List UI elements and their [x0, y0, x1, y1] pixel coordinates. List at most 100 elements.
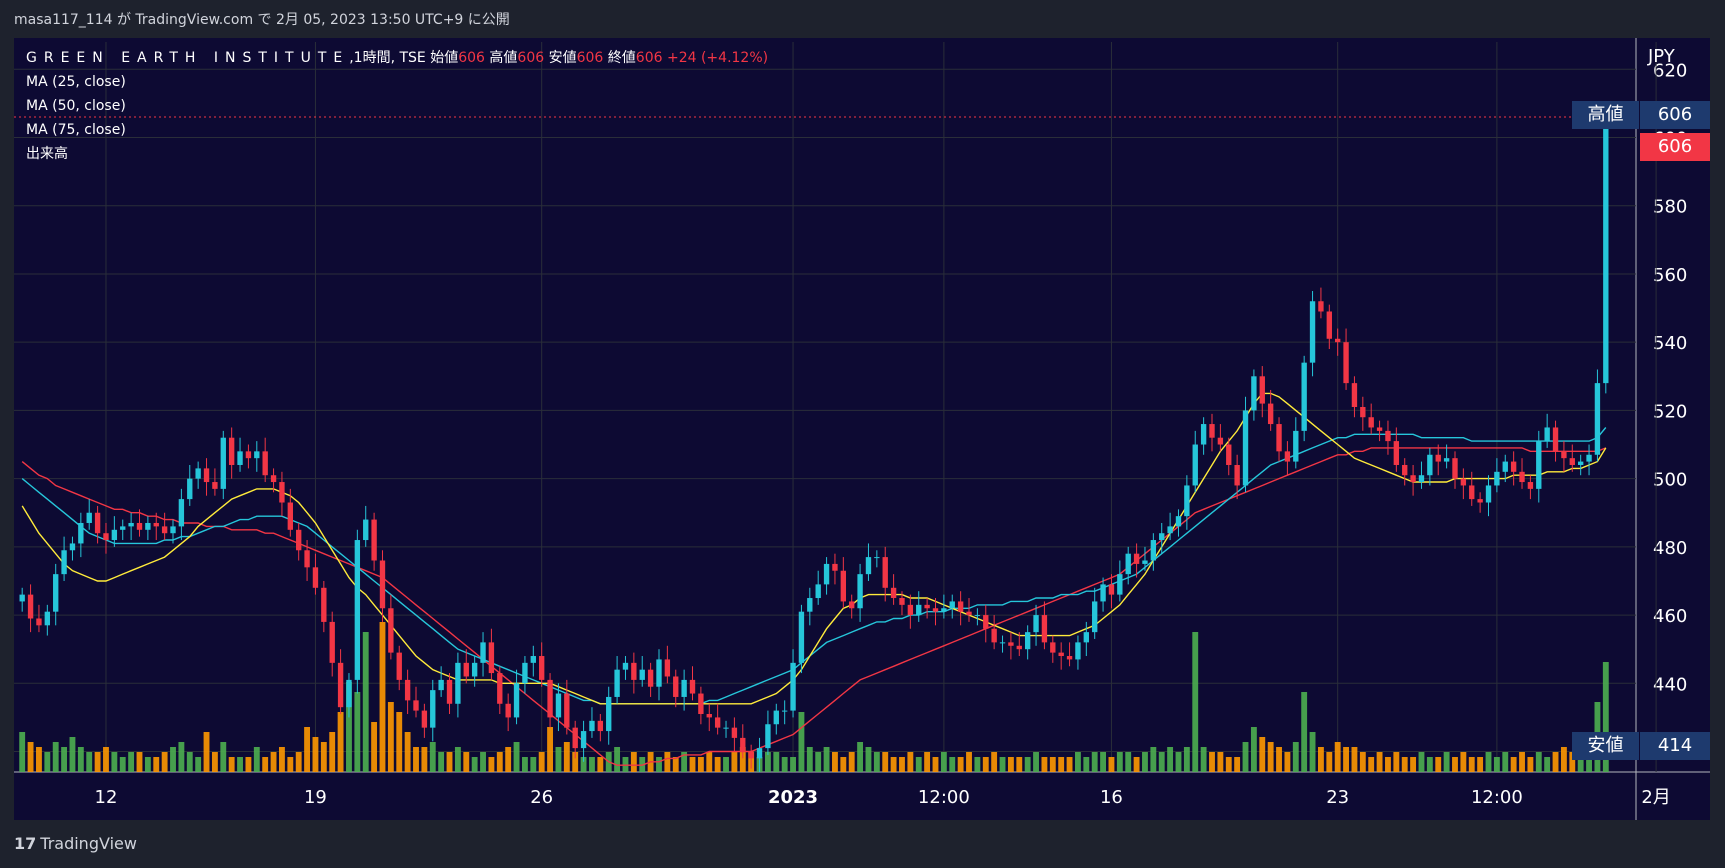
price-chart[interactable]: 4204404604805005205405605806006201219262… [0, 38, 1725, 820]
volume-bar [1452, 757, 1458, 772]
x-tick-label: 2023 [768, 787, 818, 808]
volume-bar [438, 752, 445, 772]
candle-body [337, 662, 344, 708]
footer-brand[interactable]: 𝟭𝟳 TradingView [14, 834, 137, 853]
candle-body [145, 522, 151, 530]
candle-body [203, 468, 210, 483]
candle-body [1586, 454, 1592, 462]
candle-body [69, 543, 76, 551]
candle-body [471, 662, 478, 677]
volume-bar [530, 757, 537, 772]
candle-body [1016, 645, 1022, 650]
candle-body [413, 700, 419, 711]
candle-body [999, 642, 1006, 644]
volume-bar [1602, 662, 1609, 772]
candle-body [1536, 441, 1542, 489]
candle-body [1552, 427, 1559, 452]
candle-body [212, 482, 218, 489]
indicator-ma25[interactable]: MA (25, close) [26, 74, 126, 90]
volume-bar [1033, 752, 1039, 772]
candle-body [94, 512, 101, 534]
candle-body [480, 642, 486, 663]
candle-body [1234, 464, 1240, 486]
currency-label[interactable]: JPY [1648, 46, 1675, 67]
volume-bar [513, 742, 520, 772]
volume-bar [69, 737, 76, 772]
low-tag-label: 安値 [1572, 732, 1639, 760]
indicator-ma75[interactable]: MA (75, close) [26, 122, 126, 138]
indicator-volume[interactable]: 出来高 [26, 146, 68, 162]
candle-body [513, 683, 520, 718]
volume-bar [211, 752, 218, 772]
volume-bar [873, 752, 880, 772]
candle-body [1519, 471, 1525, 483]
volume-bar [1091, 752, 1098, 772]
candle-body [170, 526, 176, 534]
volume-bar [1535, 752, 1542, 772]
candle-body [1117, 574, 1123, 595]
candle-body [78, 522, 84, 544]
candle-body [890, 587, 897, 599]
volume-bar [589, 757, 595, 772]
candle-body [497, 673, 503, 704]
symbol-name[interactable]: GREEN EARTH INSTITUTE [26, 50, 350, 66]
candle-body [371, 519, 377, 561]
candle-body [580, 731, 587, 749]
volume-bar [1477, 757, 1484, 772]
candle-body [689, 679, 696, 694]
volume-bar [1485, 752, 1492, 772]
chart-legend: GREEN EARTH INSTITUTE,1時間, TSE 始値606 高値6… [26, 46, 768, 166]
volume-bar [580, 757, 587, 772]
volume-bar [1066, 757, 1073, 772]
candle-body [1368, 417, 1374, 428]
chart-frame[interactable]: 4204404604805005205405605806006201219262… [0, 38, 1725, 820]
candle-body [949, 601, 955, 609]
volume-bar [446, 752, 453, 772]
candle-body [1343, 342, 1349, 384]
volume-bar [421, 747, 428, 772]
volume-bar [178, 742, 185, 772]
volume-bar [304, 727, 311, 772]
volume-bar [86, 752, 93, 772]
candle-body [849, 601, 855, 609]
volume-bar [915, 757, 922, 772]
volume-bar [488, 757, 495, 772]
volume-bar [1225, 757, 1232, 772]
volume-bar [1326, 752, 1333, 772]
low-value: 606 [576, 50, 604, 66]
volume-bar [840, 757, 847, 772]
volume-bar [413, 747, 419, 772]
candle-body [1267, 403, 1274, 425]
candle-body [1024, 632, 1031, 650]
volume-bar [672, 757, 679, 772]
indicator-ma50[interactable]: MA (50, close) [26, 98, 126, 114]
candle-body [1510, 461, 1517, 472]
candle-body [1100, 584, 1106, 602]
volume-bar [1410, 757, 1417, 772]
candle-body [1385, 430, 1391, 442]
volume-bar [798, 712, 805, 772]
candle-body [1544, 427, 1550, 442]
candle-body [991, 628, 997, 643]
candle-body [321, 587, 327, 622]
volume-bar [329, 732, 336, 772]
y-tick-label: 580 [1653, 197, 1687, 218]
volume-bar [656, 757, 662, 772]
volume-bar [1108, 757, 1115, 772]
volume-bar [1183, 747, 1190, 772]
volume-bar [1401, 757, 1408, 772]
candle-body [103, 533, 109, 541]
volume-bar [77, 747, 84, 772]
candle-body [597, 720, 604, 732]
volume-bar [614, 747, 621, 772]
volume-bar [1460, 752, 1467, 772]
publisher-line: masa117_114 が TradingView.com で 2月 05, 2… [14, 12, 510, 28]
candle-body [522, 662, 528, 684]
candle-body [1284, 451, 1291, 462]
candle-body [1318, 301, 1324, 312]
candle-body [932, 608, 939, 612]
volume-bar [362, 632, 369, 772]
candle-body [1092, 601, 1098, 633]
candle-body [622, 662, 629, 670]
y-tick-label: 620 [1653, 60, 1687, 81]
